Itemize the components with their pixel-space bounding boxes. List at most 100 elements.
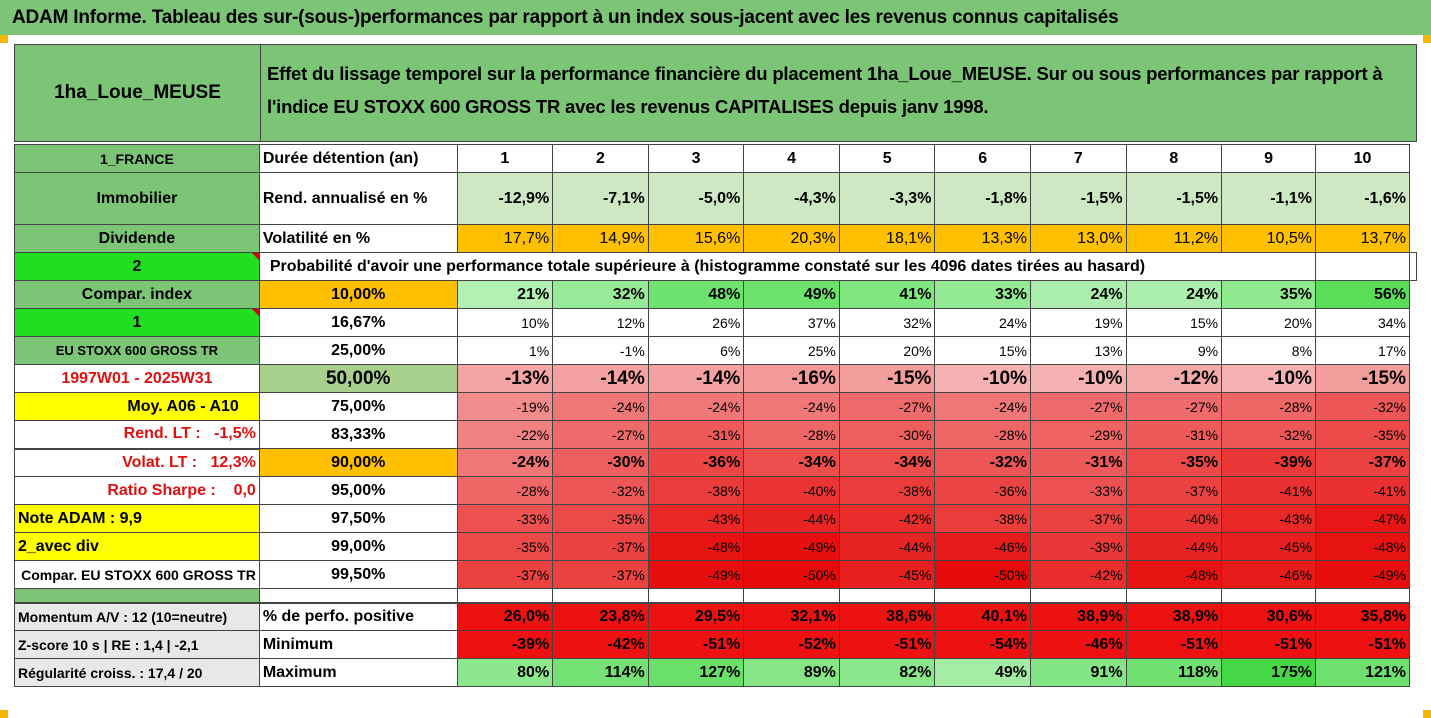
stat-value: -51% bbox=[1315, 630, 1410, 659]
quantile-value: -38% bbox=[934, 504, 1031, 533]
quantile-value: -47% bbox=[1315, 504, 1410, 533]
spacer-cell bbox=[838, 588, 936, 603]
quantile-value: -14% bbox=[552, 364, 649, 393]
quantile-row: 1 16,67% 10% 12% 26% 37% 32% 24% 19% 15% 20% 34% bbox=[14, 308, 1417, 337]
percentile-value: 99,50% bbox=[258, 560, 458, 589]
spacer-cell bbox=[1315, 588, 1410, 603]
quantile-value: -35% bbox=[552, 504, 649, 533]
side-label: 1 bbox=[14, 308, 260, 337]
report-title: ADAM Informe. Tableau des sur-(sous-)per… bbox=[0, 0, 1431, 35]
percentile-value: 16,67% bbox=[258, 308, 458, 337]
quantile-value: 26% bbox=[647, 308, 745, 337]
quantile-value: -39% bbox=[1221, 448, 1317, 477]
quantile-value: -30% bbox=[552, 448, 649, 477]
quantile-value: 56% bbox=[1315, 280, 1410, 309]
quantile-value: -28% bbox=[743, 420, 840, 449]
spacer-cell bbox=[934, 588, 1031, 603]
spacer-cell bbox=[647, 588, 745, 603]
stat-value: 80% bbox=[456, 658, 554, 687]
quantile-value: 13% bbox=[1029, 336, 1127, 365]
quantile-value: -44% bbox=[743, 504, 840, 533]
side-label: 2_avec div bbox=[14, 532, 260, 561]
quantile-value: -31% bbox=[647, 420, 745, 449]
quantile-value: -27% bbox=[552, 420, 649, 449]
spacer-cell bbox=[743, 588, 840, 603]
quantile-value: -38% bbox=[838, 476, 936, 505]
percentile-value: 75,00% bbox=[258, 392, 458, 421]
quantile-value: -35% bbox=[1125, 448, 1223, 477]
rend-value: -1,6% bbox=[1315, 172, 1410, 225]
description-line-1: Effet du lissage temporel sur la perform… bbox=[267, 63, 1383, 84]
quantile-value: 25% bbox=[743, 336, 840, 365]
quantile-value: -22% bbox=[456, 420, 554, 449]
quantile-value: -42% bbox=[1029, 560, 1127, 589]
table-row: Dividende Volatilité en % 17,7% 14,9% 15,6% 2… bbox=[14, 224, 1417, 253]
quantile-value: -42% bbox=[838, 504, 936, 533]
percentile-value: 83,33% bbox=[258, 420, 458, 449]
rend-value: -5,0% bbox=[647, 172, 745, 225]
rend-value: -7,1% bbox=[552, 172, 649, 225]
rend-value: -3,3% bbox=[838, 172, 936, 225]
quantile-row: Compar. EU STOXX 600 GROSS TR 99,50% -37% -… bbox=[14, 560, 1417, 589]
stat-value: 121% bbox=[1315, 658, 1410, 687]
quantile-value: 1% bbox=[456, 336, 554, 365]
quantile-value: -24% bbox=[456, 448, 554, 477]
stat-value: -51% bbox=[1125, 630, 1223, 659]
quantile-value: -33% bbox=[456, 504, 554, 533]
quantile-value: -37% bbox=[456, 560, 554, 589]
quantile-value: 41% bbox=[838, 280, 936, 309]
stat-label: % de perfo. positive bbox=[258, 601, 458, 631]
quantile-value: -28% bbox=[934, 420, 1031, 449]
quantile-value: 35% bbox=[1221, 280, 1317, 309]
year-header: 4 bbox=[743, 144, 840, 173]
stat-side-label: Régularité croiss. : 17,4 / 20 bbox=[14, 658, 260, 687]
quantile-value: -36% bbox=[647, 448, 745, 477]
quantile-value: -24% bbox=[934, 392, 1031, 421]
stat-value: 38,9% bbox=[1125, 601, 1223, 631]
quantile-value: -15% bbox=[838, 364, 936, 393]
quantile-value: -37% bbox=[552, 560, 649, 589]
percentile-value: 50,00% bbox=[258, 364, 458, 393]
side-label: 1997W01 - 2025W31 bbox=[14, 364, 260, 393]
quantile-value: -1% bbox=[552, 336, 649, 365]
table-row: 2 Probabilité d'avoir une performance tot… bbox=[14, 252, 1417, 281]
quantile-value: -49% bbox=[647, 560, 745, 589]
stat-value: -54% bbox=[934, 630, 1031, 659]
corner-marker bbox=[0, 35, 8, 43]
quantile-row: Rend. LT : -1,5% 83,33% -22% -27% -31% -28% -3… bbox=[14, 420, 1417, 449]
spacer-cell bbox=[456, 588, 554, 603]
quantile-value: -24% bbox=[743, 392, 840, 421]
spacer-cell bbox=[1029, 588, 1127, 603]
quantile-value: 32% bbox=[838, 308, 936, 337]
side-label: Ratio Sharpe : 0,0 bbox=[14, 476, 260, 505]
side-label: EU STOXX 600 GROSS TR bbox=[14, 336, 260, 365]
stat-value: 91% bbox=[1029, 658, 1127, 687]
quantile-value: -45% bbox=[1221, 532, 1317, 561]
stat-value: 114% bbox=[552, 658, 649, 687]
quantile-value: -13% bbox=[456, 364, 554, 393]
quantile-value: -41% bbox=[1221, 476, 1317, 505]
quantile-value: -27% bbox=[838, 392, 936, 421]
quantile-value: -28% bbox=[456, 476, 554, 505]
stat-value: 118% bbox=[1125, 658, 1223, 687]
quantile-value: -35% bbox=[456, 532, 554, 561]
quantile-value: 15% bbox=[1125, 308, 1223, 337]
stat-value: -51% bbox=[838, 630, 936, 659]
duree-label: Durée détention (an) bbox=[258, 144, 458, 173]
stat-value: -46% bbox=[1029, 630, 1127, 659]
year-header: 3 bbox=[647, 144, 745, 173]
quantile-value: 34% bbox=[1315, 308, 1410, 337]
quantile-value: -50% bbox=[743, 560, 840, 589]
percentile-value: 25,00% bbox=[258, 336, 458, 365]
empty-cell bbox=[1315, 252, 1410, 281]
quantile-value: 24% bbox=[1029, 280, 1127, 309]
year-header: 9 bbox=[1221, 144, 1317, 173]
description-line-2: l'indice EU STOXX 600 GROSS TR avec les … bbox=[267, 96, 989, 117]
quantile-value: 10% bbox=[456, 308, 554, 337]
quantile-value: 37% bbox=[743, 308, 840, 337]
rend-value: -1,5% bbox=[1029, 172, 1127, 225]
header-block: 1ha_Loue_MEUSE Effet du lissage temporel… bbox=[14, 44, 1417, 142]
stat-value: -51% bbox=[647, 630, 745, 659]
corner-marker bbox=[1423, 710, 1431, 718]
quantile-value: -24% bbox=[552, 392, 649, 421]
